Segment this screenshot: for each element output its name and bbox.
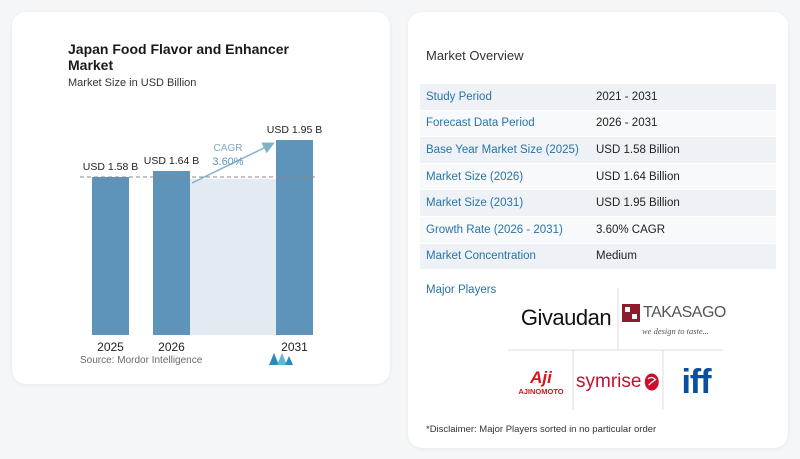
mordor-logo-icon <box>269 353 293 365</box>
bar-2026 <box>153 171 190 335</box>
symrise-mark-icon <box>645 373 660 391</box>
overview-row: Study Period 2021 - 2031 <box>420 84 776 111</box>
cagr-value: 3.60% <box>212 156 243 168</box>
cagr-label: CAGR <box>214 143 243 154</box>
overview-row-label: Growth Rate (2026 - 2031) <box>426 223 563 236</box>
major-players-label: Major Players <box>426 284 497 296</box>
overview-row: Growth Rate (2026 - 2031) 3.60% CAGR <box>420 216 776 244</box>
overview-row-label: Market Size (2031) <box>426 197 524 210</box>
x-tick-label: 2025 <box>97 340 124 354</box>
overview-row-label: Market Size (2026) <box>426 170 524 183</box>
ajinomoto-logo-text: AJINOMOTO <box>518 386 564 396</box>
logo-grid-lines <box>508 288 723 410</box>
ajinomoto-mark: Aji <box>530 367 552 387</box>
overview-row: Market Size (2031) USD 1.95 Billion <box>420 190 776 217</box>
chart-subtitle: Market Size in USD Billion <box>68 77 197 89</box>
overview-row-value: 2026 - 2031 <box>596 117 658 130</box>
disclaimer-text: *Disclaimer: Major Players sorted in no … <box>426 424 657 435</box>
bar-value-label: USD 1.64 B <box>144 155 199 167</box>
overview-row: Market Concentration Medium <box>420 243 776 271</box>
bar-2025 <box>92 177 129 335</box>
overview-row-value: 3.60% CAGR <box>596 223 666 236</box>
overview-row: Forecast Data Period 2026 - 2031 <box>420 110 776 138</box>
iff-logo-text: iff <box>681 362 711 401</box>
x-tick-label: 2026 <box>158 340 185 354</box>
takasago-mark-icon <box>622 304 640 322</box>
overview-table: Study Period 2021 - 2031 Forecast Data P… <box>420 84 776 271</box>
overview-row-value: USD 1.64 Billion <box>596 170 680 183</box>
x-tick-label: 2031 <box>281 340 308 354</box>
givaudan-logo-text: Givaudan <box>520 305 612 330</box>
forecast-highlight <box>190 179 276 335</box>
bar-value-label: USD 1.95 B <box>267 124 322 136</box>
overview-row-value: USD 1.58 Billion <box>596 143 680 156</box>
bar-value-label: USD 1.58 B <box>83 161 138 173</box>
givaudan-logo: Givaudan <box>516 300 616 336</box>
takasago-logo-text: TAKASAGO <box>643 304 726 321</box>
overview-row-value: Medium <box>596 250 637 263</box>
overview-row-label: Study Period <box>426 90 492 103</box>
overview-row-label: Forecast Data Period <box>426 117 535 130</box>
symrise-logo: symrise <box>576 364 660 400</box>
takasago-tagline: we design to taste... <box>642 326 710 336</box>
overview-row-label: Market Concentration <box>426 250 536 263</box>
ajinomoto-logo: Aji AJINOMOTO <box>512 364 570 400</box>
overview-row-value: USD 1.95 Billion <box>596 197 680 210</box>
overview-row: Market Size (2026) USD 1.64 Billion <box>420 163 776 191</box>
bar-chart: CAGR 3.60% USD 1.58 B USD 1.64 B USD 1.95 … <box>80 124 322 354</box>
overview-row: Base Year Market Size (2025) USD 1.58 Bi… <box>420 137 776 164</box>
source-text: Source: Mordor Intelligence <box>80 355 203 366</box>
iff-logo: iff <box>666 362 726 402</box>
overview-title: Market Overview <box>426 48 524 63</box>
overview-row-label: Base Year Market Size (2025) <box>426 143 579 156</box>
chart-title: Japan Food Flavor and Enhancer Market <box>68 41 289 73</box>
symrise-logo-text: symrise <box>576 371 642 392</box>
takasago-logo: TAKASAGO we design to taste... <box>622 294 732 346</box>
bar-2031 <box>276 140 313 335</box>
overview-row-value: 2021 - 2031 <box>596 90 658 103</box>
market-overview-card: Market Overview Study Period 2021 - 2031… <box>408 12 788 448</box>
cagr-arrow <box>191 142 275 184</box>
